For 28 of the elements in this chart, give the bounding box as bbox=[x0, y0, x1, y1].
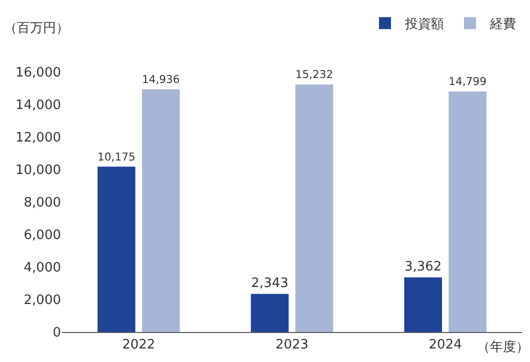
x-axis-title: （年度） bbox=[477, 339, 529, 355]
y-tick-label: 16,000 bbox=[16, 66, 61, 81]
y-tick-label: 8,000 bbox=[24, 196, 61, 211]
y-tick-label: 12,000 bbox=[16, 130, 61, 146]
bar bbox=[448, 92, 486, 332]
x-tick-label: 2022 bbox=[122, 338, 156, 353]
legend-label: 経費 bbox=[489, 17, 516, 32]
bar bbox=[250, 294, 289, 332]
y-tick-label: 4,000 bbox=[24, 260, 61, 276]
y-tick-label: 0 bbox=[52, 326, 61, 341]
data-label: 14,936 bbox=[142, 72, 180, 86]
y-tick-label: 14,000 bbox=[16, 98, 61, 114]
bar bbox=[98, 166, 136, 332]
data-label: 14,799 bbox=[448, 75, 487, 88]
x-tick-label: 2023 bbox=[275, 338, 309, 353]
data-label: 15,232 bbox=[295, 68, 334, 82]
x-tick-label: 2024 bbox=[428, 338, 462, 353]
y-axis-title: （百万円） bbox=[4, 21, 69, 36]
legend-label: 投資額 bbox=[404, 17, 444, 32]
data-label: 2,343 bbox=[251, 276, 288, 291]
bar bbox=[404, 277, 442, 332]
y-tick-label: 10,000 bbox=[16, 163, 61, 178]
data-label: 3,362 bbox=[404, 259, 442, 274]
y-tick-label: 6,000 bbox=[24, 228, 61, 244]
y-tick-label: 2,000 bbox=[24, 293, 61, 308]
data-label: 10,175 bbox=[98, 150, 136, 164]
bar bbox=[295, 84, 334, 332]
bar bbox=[142, 89, 180, 332]
